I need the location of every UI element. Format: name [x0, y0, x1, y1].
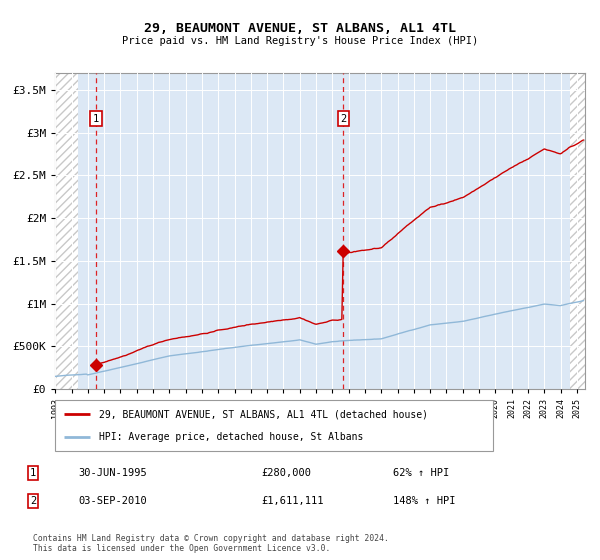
Text: 1: 1 — [30, 468, 36, 478]
Text: 03-SEP-2010: 03-SEP-2010 — [78, 496, 147, 506]
Text: HPI: Average price, detached house, St Albans: HPI: Average price, detached house, St A… — [99, 432, 364, 442]
Bar — [55, 73, 78, 389]
Text: £280,000: £280,000 — [261, 468, 311, 478]
Text: 2: 2 — [340, 114, 346, 124]
Text: £1,611,111: £1,611,111 — [261, 496, 323, 506]
Bar — [571, 73, 585, 389]
Text: 62% ↑ HPI: 62% ↑ HPI — [393, 468, 449, 478]
Text: 30-JUN-1995: 30-JUN-1995 — [78, 468, 147, 478]
Text: Contains HM Land Registry data © Crown copyright and database right 2024.
This d: Contains HM Land Registry data © Crown c… — [33, 534, 389, 553]
Text: 1: 1 — [93, 114, 99, 124]
Text: Price paid vs. HM Land Registry's House Price Index (HPI): Price paid vs. HM Land Registry's House … — [122, 36, 478, 46]
Text: 29, BEAUMONT AVENUE, ST ALBANS, AL1 4TL (detached house): 29, BEAUMONT AVENUE, ST ALBANS, AL1 4TL … — [99, 409, 428, 419]
Text: 2: 2 — [30, 496, 36, 506]
Text: 29, BEAUMONT AVENUE, ST ALBANS, AL1 4TL: 29, BEAUMONT AVENUE, ST ALBANS, AL1 4TL — [144, 22, 456, 35]
Text: 148% ↑ HPI: 148% ↑ HPI — [393, 496, 455, 506]
